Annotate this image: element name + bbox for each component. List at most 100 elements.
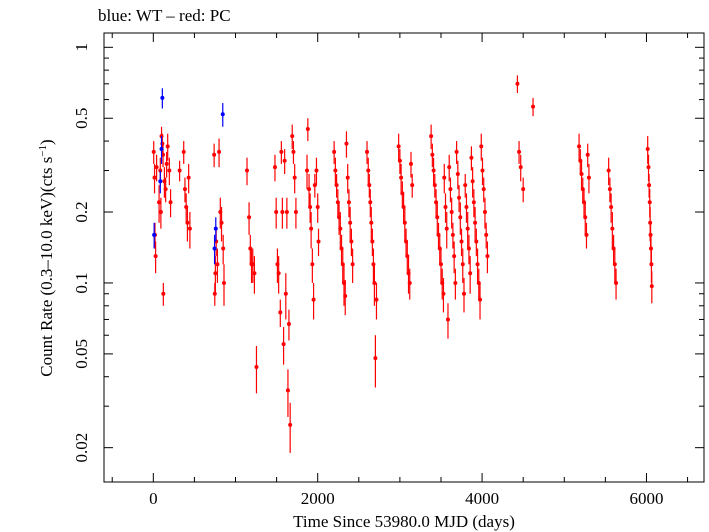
data-point bbox=[373, 356, 378, 361]
data-point bbox=[459, 239, 464, 244]
data-point bbox=[478, 297, 483, 302]
data-point bbox=[366, 168, 371, 173]
data-point bbox=[283, 291, 288, 296]
data-point bbox=[435, 215, 440, 220]
data-point bbox=[444, 226, 449, 231]
data-point bbox=[531, 104, 536, 109]
data-point bbox=[279, 149, 284, 154]
data-point bbox=[458, 215, 463, 220]
data-point bbox=[185, 220, 190, 225]
data-point bbox=[187, 226, 192, 231]
y-tick-label: 0.02 bbox=[72, 433, 91, 463]
data-point bbox=[577, 144, 582, 149]
data-point bbox=[152, 232, 157, 237]
data-series bbox=[151, 75, 654, 453]
data-point bbox=[212, 152, 217, 157]
data-point bbox=[399, 175, 404, 180]
data-point bbox=[410, 183, 415, 188]
data-point bbox=[314, 168, 319, 173]
data-point bbox=[481, 187, 486, 192]
x-tick-label: 0 bbox=[149, 489, 158, 508]
data-point bbox=[466, 246, 471, 251]
data-point bbox=[346, 200, 351, 205]
data-point bbox=[367, 183, 372, 188]
data-point bbox=[607, 187, 612, 192]
data-point bbox=[408, 161, 413, 166]
data-point bbox=[585, 152, 590, 157]
data-point bbox=[247, 215, 252, 220]
data-point bbox=[281, 342, 286, 347]
data-point bbox=[447, 165, 452, 170]
data-point bbox=[473, 220, 478, 225]
data-point bbox=[365, 149, 370, 154]
data-point bbox=[181, 149, 186, 154]
data-point bbox=[348, 220, 353, 225]
data-point bbox=[182, 187, 187, 192]
data-point bbox=[215, 262, 220, 267]
data-point bbox=[449, 210, 454, 215]
data-point bbox=[220, 112, 225, 117]
data-point bbox=[286, 321, 291, 326]
data-point bbox=[454, 149, 459, 154]
data-point bbox=[649, 262, 654, 267]
data-point bbox=[334, 183, 339, 188]
data-point bbox=[153, 254, 158, 259]
data-point bbox=[455, 171, 460, 176]
x-tick-label: 4000 bbox=[465, 489, 499, 508]
series-pc bbox=[151, 75, 654, 453]
data-point bbox=[429, 134, 434, 139]
data-point bbox=[217, 149, 222, 154]
data-point bbox=[442, 175, 447, 180]
data-point bbox=[438, 262, 443, 267]
data-point bbox=[154, 165, 159, 170]
plot-frame bbox=[103, 32, 705, 483]
data-point bbox=[350, 262, 355, 267]
data-point bbox=[177, 168, 182, 173]
data-point bbox=[164, 161, 169, 166]
data-point bbox=[338, 226, 343, 231]
data-point bbox=[307, 187, 312, 192]
data-point bbox=[583, 215, 588, 220]
data-point bbox=[291, 149, 296, 154]
data-point bbox=[278, 310, 283, 315]
data-point bbox=[332, 149, 337, 154]
data-point bbox=[252, 271, 257, 276]
data-point bbox=[579, 171, 584, 176]
data-point bbox=[160, 95, 165, 100]
data-point bbox=[344, 141, 349, 146]
data-point bbox=[152, 175, 157, 180]
data-point bbox=[452, 254, 457, 259]
data-point bbox=[368, 200, 373, 205]
data-point bbox=[343, 294, 348, 299]
data-point bbox=[462, 291, 466, 296]
data-point bbox=[609, 205, 614, 210]
data-point bbox=[453, 280, 458, 285]
data-point bbox=[168, 200, 173, 205]
data-point bbox=[309, 226, 314, 231]
data-point bbox=[441, 291, 446, 296]
data-point bbox=[407, 280, 412, 285]
data-point bbox=[432, 183, 437, 188]
data-point bbox=[312, 183, 317, 188]
data-point bbox=[468, 271, 473, 276]
data-point bbox=[448, 187, 453, 192]
data-point bbox=[471, 200, 476, 205]
data-point bbox=[612, 262, 617, 267]
data-point bbox=[158, 179, 163, 184]
data-point bbox=[431, 168, 436, 173]
data-point bbox=[521, 187, 526, 192]
data-point bbox=[443, 205, 448, 210]
x-tick-label: 2000 bbox=[301, 489, 335, 508]
data-point bbox=[213, 226, 218, 231]
data-point bbox=[370, 239, 375, 244]
data-point bbox=[584, 232, 589, 237]
data-point bbox=[285, 388, 290, 393]
data-point bbox=[161, 291, 166, 296]
data-point bbox=[333, 168, 338, 173]
data-point bbox=[484, 232, 489, 237]
data-point bbox=[450, 232, 455, 237]
data-point bbox=[517, 149, 522, 154]
data-point bbox=[485, 254, 490, 259]
data-point bbox=[151, 149, 156, 154]
